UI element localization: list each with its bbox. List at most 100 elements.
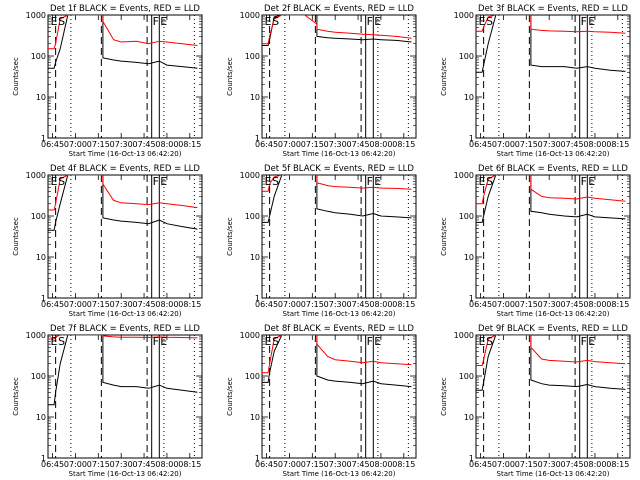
event-marker-label: E — [265, 15, 272, 28]
y-tick-label: 1 — [469, 134, 474, 143]
x-tick-label: 06:45 — [469, 460, 492, 469]
x-tick-label: 08:15 — [606, 460, 629, 469]
x-tick-label: 07:00 — [64, 300, 87, 309]
y-axis-label: Counts/sec — [440, 57, 448, 96]
x-tick-label: 08:15 — [392, 140, 415, 149]
series-line-lld — [48, 335, 198, 340]
y-tick-label: 10 — [250, 413, 260, 422]
x-tick-label: 07:45 — [347, 460, 370, 469]
x-tick-label: 07:00 — [64, 460, 87, 469]
x-tick-label: 07:45 — [133, 140, 156, 149]
y-tick-label: 1000 — [240, 11, 260, 20]
x-tick-label: 06:45 — [255, 460, 278, 469]
y-tick-label: 100 — [459, 52, 474, 61]
chart-title: Det 5f BLACK = Events, RED = LLD — [264, 164, 414, 174]
event-marker-label: F — [581, 335, 587, 348]
x-tick-label: 07:45 — [561, 300, 584, 309]
data-traces — [476, 175, 626, 223]
chart-panel-1: Det 1f BLACK = Events, RED = LLD 1 10 100 10… — [12, 4, 203, 158]
event-marker-label: E — [51, 335, 58, 348]
y-tick-label: 1 — [255, 294, 260, 303]
x-tick-label: 07:00 — [278, 140, 301, 149]
x-tick-label: 07:15 — [301, 140, 324, 149]
x-tick-label: 08:00 — [369, 460, 392, 469]
y-tick-label: 100 — [31, 372, 46, 381]
reference-lines — [55, 15, 195, 138]
x-tick-label: 07:45 — [133, 460, 156, 469]
y-axis-label: Counts/sec — [12, 377, 20, 416]
y-tick-label: 1 — [41, 454, 46, 463]
series-line-lld — [476, 335, 626, 366]
event-marker-label: S — [58, 15, 65, 28]
x-axis-label: Start Time (16-Oct-13 06:42:20) — [69, 310, 182, 318]
y-tick-label: 1 — [41, 134, 46, 143]
series-line-lld — [476, 15, 626, 34]
reference-lines — [55, 175, 195, 298]
reference-lines — [483, 335, 623, 458]
series-line-lld — [476, 175, 626, 205]
y-tick-label: 10 — [36, 93, 46, 102]
x-tick-label: 07:00 — [278, 300, 301, 309]
chart-title: Det 9f BLACK = Events, RED = LLD — [478, 324, 628, 334]
event-marker-label: F — [367, 15, 373, 28]
x-tick-label: 07:15 — [301, 300, 324, 309]
y-tick-label: 100 — [31, 212, 46, 221]
x-tick-label: 06:45 — [469, 300, 492, 309]
reference-lines — [483, 175, 623, 298]
x-tick-label: 07:15 — [301, 460, 324, 469]
x-tick-label: 08:00 — [155, 460, 178, 469]
x-tick-label: 06:45 — [41, 460, 64, 469]
x-tick-label: 07:00 — [278, 460, 301, 469]
y-tick-label: 10 — [36, 253, 46, 262]
x-axis-label: Start Time (16-Oct-13 06:42:20) — [69, 150, 182, 158]
y-tick-label: 10 — [250, 253, 260, 262]
x-axis-label: Start Time (16-Oct-13 06:42:20) — [497, 470, 610, 478]
event-marker-label: F — [581, 15, 587, 28]
event-marker-label: E — [160, 175, 167, 188]
y-tick-label: 1000 — [26, 11, 46, 20]
event-marker-label: F — [153, 335, 159, 348]
x-tick-label: 08:00 — [155, 300, 178, 309]
chart-panel-7: Det 7f BLACK = Events, RED = LLD 1 10 100 10… — [12, 324, 203, 478]
data-traces — [48, 15, 198, 69]
x-tick-label: 08:15 — [392, 300, 415, 309]
event-marker-label: E — [588, 335, 595, 348]
y-tick-label: 100 — [459, 212, 474, 221]
series-line-events — [48, 15, 198, 69]
event-marker-label: E — [588, 175, 595, 188]
x-tick-label: 08:15 — [178, 140, 201, 149]
event-marker-label: E — [479, 335, 486, 348]
y-tick-label: 1000 — [26, 171, 46, 180]
x-tick-label: 08:00 — [155, 140, 178, 149]
plot-frame — [47, 334, 203, 459]
event-marker-label: E — [265, 335, 272, 348]
y-tick-label: 1 — [255, 134, 260, 143]
data-traces — [48, 335, 198, 406]
event-marker-label: S — [272, 15, 279, 28]
series-line-events — [476, 15, 626, 73]
x-tick-label: 07:15 — [515, 140, 538, 149]
plot-frame — [475, 334, 631, 459]
x-tick-label: 07:15 — [515, 460, 538, 469]
x-tick-label: 07:30 — [110, 460, 133, 469]
x-tick-label: 07:00 — [64, 140, 87, 149]
x-tick-label: 08:00 — [583, 300, 606, 309]
y-tick-label: 10 — [464, 253, 474, 262]
series-line-lld — [262, 335, 412, 374]
event-marker-label: E — [160, 335, 167, 348]
chart-title: Det 2f BLACK = Events, RED = LLD — [264, 4, 414, 14]
chart-title: Det 6f BLACK = Events, RED = LLD — [478, 164, 628, 174]
x-tick-label: 07:45 — [133, 300, 156, 309]
plot-frame — [261, 14, 417, 139]
y-tick-label: 1000 — [454, 171, 474, 180]
series-line-lld — [262, 15, 412, 45]
x-tick-label: 07:45 — [561, 140, 584, 149]
x-axis-label: Start Time (16-Oct-13 06:42:20) — [497, 310, 610, 318]
y-tick-label: 1000 — [454, 11, 474, 20]
y-tick-label: 1 — [469, 454, 474, 463]
y-tick-label: 1 — [469, 294, 474, 303]
x-tick-label: 07:30 — [324, 460, 347, 469]
series-line-events — [476, 175, 626, 223]
x-axis-label: Start Time (16-Oct-13 06:42:20) — [497, 150, 610, 158]
y-axis-label: Counts/sec — [440, 217, 448, 256]
